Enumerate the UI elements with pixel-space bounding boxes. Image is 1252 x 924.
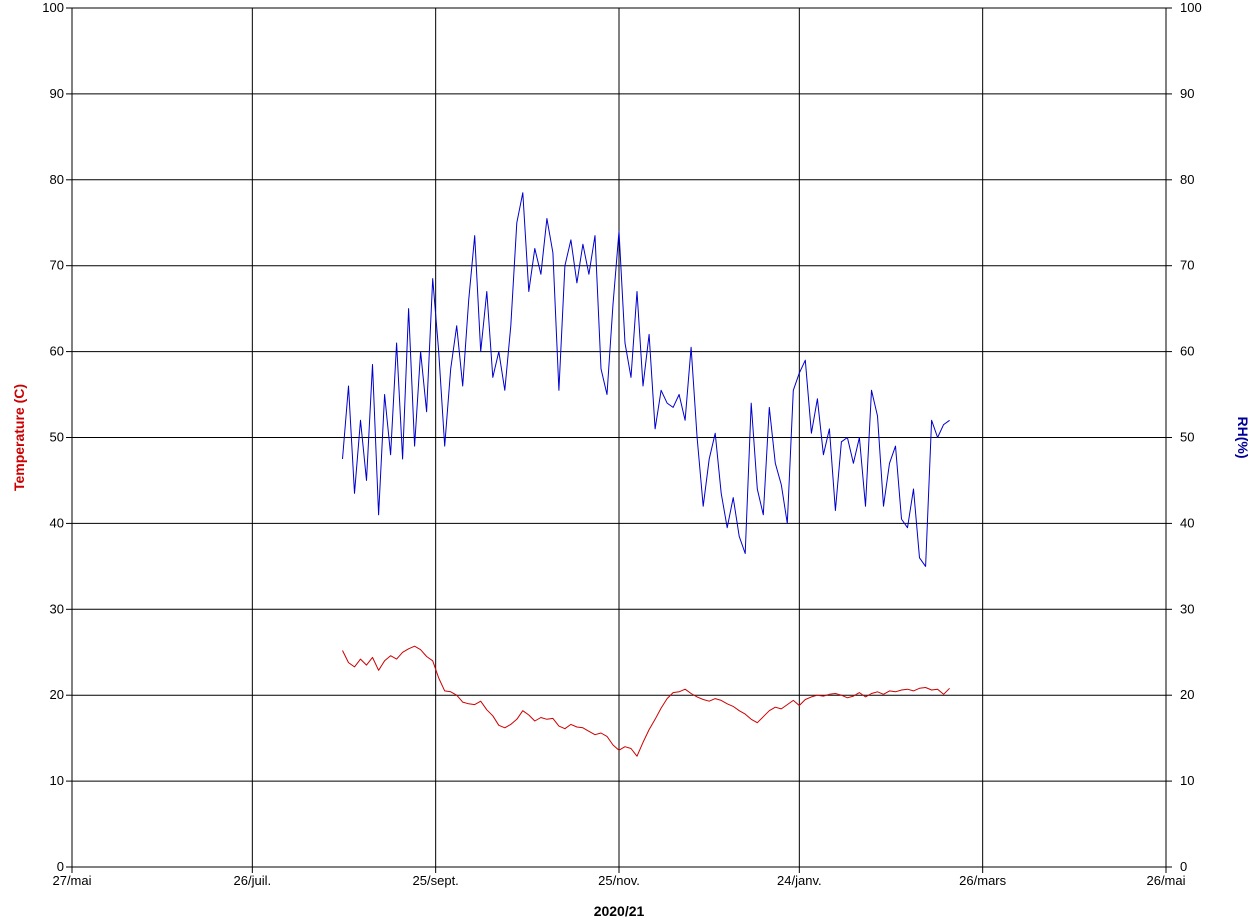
temperature-line bbox=[342, 645, 950, 757]
right-y-tick-label: 30 bbox=[1180, 601, 1194, 616]
series-lines bbox=[342, 192, 950, 757]
right-y-axis-title: RH(%) bbox=[1235, 417, 1251, 459]
gridlines bbox=[66, 7, 1172, 873]
x-tick-label: 26/juil. bbox=[234, 873, 272, 888]
right-y-tick-label: 90 bbox=[1180, 86, 1194, 101]
left-y-tick-label: 10 bbox=[50, 773, 64, 788]
right-y-tick-label: 70 bbox=[1180, 258, 1194, 273]
left-y-axis-title: Temperature (C) bbox=[11, 384, 27, 491]
left-y-tick-labels: 0 10 20 30 40 50 60 70 80 90 100 bbox=[42, 0, 64, 874]
left-y-tick-label: 100 bbox=[42, 0, 64, 15]
right-y-tick-label: 60 bbox=[1180, 344, 1194, 359]
x-axis-title: 2020/21 bbox=[594, 903, 645, 919]
left-y-tick-label: 40 bbox=[50, 515, 64, 530]
x-tick-label: 24/janv. bbox=[777, 873, 822, 888]
x-tick-label: 25/nov. bbox=[598, 873, 640, 888]
left-y-tick-label: 0 bbox=[57, 859, 64, 874]
right-y-tick-label: 100 bbox=[1180, 0, 1202, 15]
x-tick-label: 25/sept. bbox=[413, 873, 459, 888]
x-tick-label: 26/mai bbox=[1146, 873, 1185, 888]
right-y-tick-labels: 0 10 20 30 40 50 60 70 80 90 100 bbox=[1180, 0, 1202, 874]
left-y-tick-label: 80 bbox=[50, 172, 64, 187]
right-y-tick-label: 10 bbox=[1180, 773, 1194, 788]
right-y-tick-label: 80 bbox=[1180, 172, 1194, 187]
right-y-tick-label: 40 bbox=[1180, 515, 1194, 530]
left-y-tick-label: 90 bbox=[50, 86, 64, 101]
left-y-tick-label: 20 bbox=[50, 687, 64, 702]
left-y-tick-label: 50 bbox=[50, 430, 64, 445]
x-tick-label: 26/mars bbox=[959, 873, 1006, 888]
rh-line bbox=[342, 192, 950, 567]
left-y-tick-label: 70 bbox=[50, 258, 64, 273]
left-y-tick-label: 30 bbox=[50, 601, 64, 616]
right-y-tick-label: 20 bbox=[1180, 687, 1194, 702]
x-tick-label: 27/mai bbox=[52, 873, 91, 888]
left-y-tick-label: 60 bbox=[50, 344, 64, 359]
right-y-tick-label: 50 bbox=[1180, 430, 1194, 445]
x-tick-labels: 27/mai 26/juil. 25/sept. 25/nov. 24/janv. 26/… bbox=[52, 873, 1185, 888]
right-y-tick-label: 0 bbox=[1180, 859, 1187, 874]
